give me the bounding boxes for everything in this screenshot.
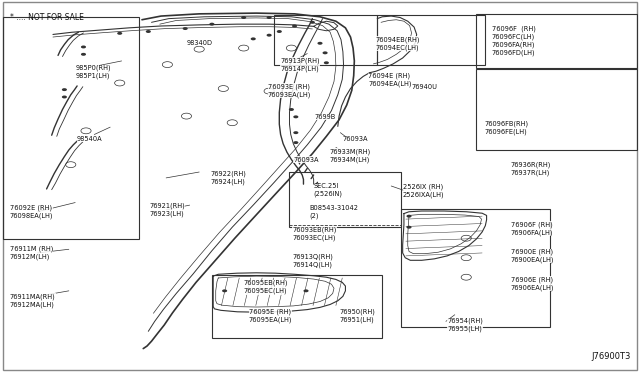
Circle shape xyxy=(222,289,227,292)
Text: 76094E (RH)
76094EA(LH): 76094E (RH) 76094EA(LH) xyxy=(369,73,412,87)
Text: 76913Q(RH)
76914Q(LH): 76913Q(RH) 76914Q(LH) xyxy=(292,253,333,267)
Circle shape xyxy=(289,108,294,111)
Circle shape xyxy=(251,38,256,40)
Text: 76095E (RH)
76095EA(LH): 76095E (RH) 76095EA(LH) xyxy=(249,308,292,323)
Circle shape xyxy=(292,25,297,28)
Circle shape xyxy=(406,226,412,229)
Text: 2526IX (RH)
2526IXA(LH): 2526IX (RH) 2526IXA(LH) xyxy=(403,183,444,198)
Text: 76913P(RH)
76914P(LH): 76913P(RH) 76914P(LH) xyxy=(280,57,320,72)
Circle shape xyxy=(293,115,298,118)
Text: 76950(RH)
76951(LH): 76950(RH) 76951(LH) xyxy=(339,308,375,323)
Text: * .... NOT FOR SALE: * .... NOT FOR SALE xyxy=(10,13,84,22)
Circle shape xyxy=(117,32,122,35)
Text: 76095EB(RH)
76095EC(LH): 76095EB(RH) 76095EC(LH) xyxy=(244,280,288,294)
Circle shape xyxy=(209,23,214,26)
Circle shape xyxy=(81,53,86,56)
Circle shape xyxy=(62,96,67,99)
Circle shape xyxy=(276,30,282,33)
Circle shape xyxy=(317,42,323,45)
Text: 76092E (RH)
76098EA(LH): 76092E (RH) 76098EA(LH) xyxy=(10,205,53,219)
Circle shape xyxy=(267,16,271,19)
Circle shape xyxy=(406,215,412,218)
Circle shape xyxy=(293,131,298,134)
Text: 76921(RH)
76923(LH): 76921(RH) 76923(LH) xyxy=(150,203,186,217)
Bar xyxy=(212,275,382,337)
Circle shape xyxy=(264,289,269,292)
Text: 76900E (RH)
76900EA(LH): 76900E (RH) 76900EA(LH) xyxy=(511,248,554,263)
Bar xyxy=(289,172,401,227)
Text: 76096FB(RH)
76096FE(LH): 76096FB(RH) 76096FE(LH) xyxy=(484,121,528,135)
Text: 76933M(RH)
76934M(LH): 76933M(RH) 76934M(LH) xyxy=(330,148,371,163)
Circle shape xyxy=(293,141,298,144)
Circle shape xyxy=(241,16,246,19)
Text: 76094EB(RH)
76094EC(LH): 76094EB(RH) 76094EC(LH) xyxy=(376,36,420,51)
Circle shape xyxy=(182,27,188,30)
Circle shape xyxy=(267,34,271,37)
Text: 76922(RH)
76924(LH): 76922(RH) 76924(LH) xyxy=(211,171,246,185)
Text: 76911M (RH)
76912M(LH): 76911M (RH) 76912M(LH) xyxy=(10,246,53,260)
Text: 76906F (RH)
76906FA(LH): 76906F (RH) 76906FA(LH) xyxy=(511,221,553,235)
Text: 76954(RH)
76955(LH): 76954(RH) 76955(LH) xyxy=(447,318,483,332)
Text: 76911MA(RH)
76912MA(LH): 76911MA(RH) 76912MA(LH) xyxy=(10,294,56,308)
Text: 98340D: 98340D xyxy=(186,40,212,46)
Circle shape xyxy=(324,61,329,64)
Bar xyxy=(401,209,550,327)
Text: 76093A: 76093A xyxy=(342,136,368,142)
Text: 76093E (RH)
76093EA(LH): 76093E (RH) 76093EA(LH) xyxy=(268,83,311,97)
Text: 76093EB(RH)
76093EC(LH): 76093EB(RH) 76093EC(LH) xyxy=(292,227,337,241)
Circle shape xyxy=(62,88,67,91)
Bar xyxy=(3,17,139,239)
Circle shape xyxy=(146,30,151,33)
Bar xyxy=(377,15,485,65)
Bar xyxy=(274,15,377,65)
Circle shape xyxy=(323,51,328,54)
Circle shape xyxy=(81,45,86,48)
Text: 7699B: 7699B xyxy=(315,114,336,120)
Text: J76900T3: J76900T3 xyxy=(591,352,630,361)
Text: 76906E (RH)
76906EA(LH): 76906E (RH) 76906EA(LH) xyxy=(511,276,554,291)
Text: B08543-31042
(2): B08543-31042 (2) xyxy=(310,205,359,219)
Bar xyxy=(476,14,637,68)
Text: 98540A: 98540A xyxy=(77,136,103,142)
Text: 76096F  (RH)
76096FC(LH)
76096FA(RH)
76096FD(LH): 76096F (RH) 76096FC(LH) 76096FA(RH) 7609… xyxy=(492,25,536,56)
Text: SEC.25I
(2526IN): SEC.25I (2526IN) xyxy=(314,183,342,198)
Text: 985P0(RH)
985P1(LH): 985P0(RH) 985P1(LH) xyxy=(76,65,111,79)
Text: 76940U: 76940U xyxy=(412,84,438,90)
Bar xyxy=(476,69,637,150)
Text: 76936R(RH)
76937R(LH): 76936R(RH) 76937R(LH) xyxy=(511,161,551,176)
Text: 76093A: 76093A xyxy=(293,157,319,163)
Circle shape xyxy=(303,289,308,292)
Circle shape xyxy=(310,21,315,24)
